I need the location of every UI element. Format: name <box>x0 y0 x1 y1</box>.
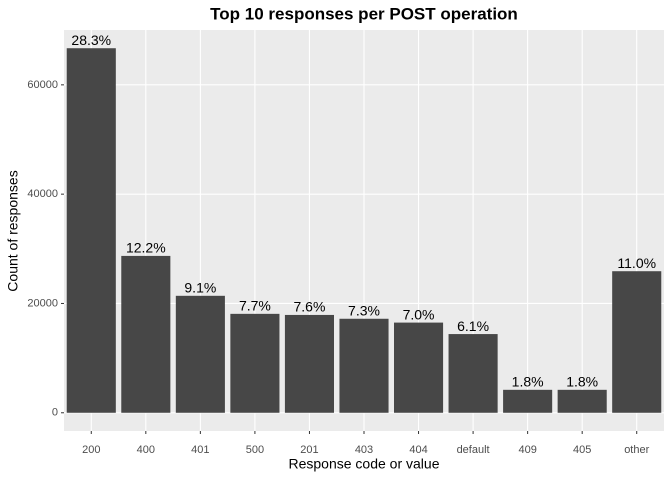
bar <box>284 314 334 413</box>
value-label: 7.3% <box>348 302 380 318</box>
bar <box>230 313 280 413</box>
value-label: 11.0% <box>617 255 656 271</box>
bar <box>66 48 116 413</box>
bar <box>612 271 662 413</box>
x-tick-label: 200 <box>82 444 100 456</box>
x-tick-label: other <box>624 444 649 456</box>
x-tick-label: 404 <box>409 444 427 456</box>
y-tick-label: 40000 <box>27 188 58 200</box>
value-label: 1.8% <box>512 374 544 390</box>
x-tick-label: 401 <box>191 444 209 456</box>
y-tick-label: 60000 <box>27 79 58 91</box>
bar <box>448 334 498 413</box>
value-label: 12.2% <box>126 240 166 256</box>
value-label: 7.0% <box>403 306 435 322</box>
value-label: 9.1% <box>184 280 216 296</box>
y-tick-label: 0 <box>52 407 58 419</box>
value-label: 28.3% <box>71 32 111 48</box>
x-tick-label: 201 <box>300 444 318 456</box>
y-tick-label: 20000 <box>27 297 58 309</box>
x-tick-label: 500 <box>246 444 264 456</box>
bar <box>394 322 444 413</box>
bar <box>503 389 553 413</box>
value-label: 6.1% <box>457 318 489 334</box>
bar <box>339 318 389 413</box>
value-label: 7.7% <box>239 298 271 314</box>
value-label: 1.8% <box>566 374 598 390</box>
y-axis-label: Count of responses <box>5 170 21 291</box>
chart-title: Top 10 responses per POST operation <box>210 4 518 23</box>
x-tick-label: 403 <box>355 444 373 456</box>
x-tick-label: 409 <box>518 444 536 456</box>
bar <box>557 389 607 413</box>
x-tick-label: 405 <box>573 444 591 456</box>
x-axis-label: Response code or value <box>289 456 440 472</box>
bar <box>175 295 225 413</box>
value-label: 7.6% <box>293 299 325 315</box>
x-tick-label: default <box>457 444 490 456</box>
bar <box>121 255 171 413</box>
x-tick-label: 400 <box>137 444 155 456</box>
